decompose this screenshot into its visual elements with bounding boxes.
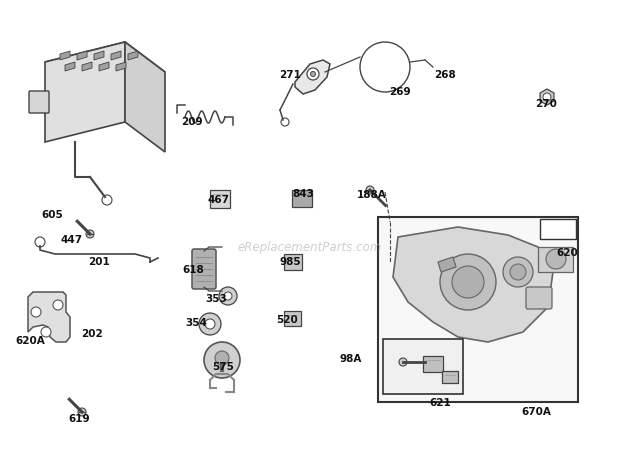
Text: 209: 209 — [182, 117, 203, 128]
Text: 269: 269 — [389, 87, 410, 97]
Polygon shape — [540, 89, 554, 105]
FancyBboxPatch shape — [423, 356, 443, 372]
FancyBboxPatch shape — [442, 371, 458, 383]
Text: 670A: 670A — [521, 407, 551, 417]
Text: 270: 270 — [534, 99, 557, 109]
Text: 605: 605 — [42, 210, 64, 220]
Circle shape — [215, 351, 229, 365]
Text: 618: 618 — [182, 265, 205, 275]
Circle shape — [102, 195, 112, 205]
Polygon shape — [65, 62, 75, 71]
FancyBboxPatch shape — [292, 189, 312, 207]
Circle shape — [41, 327, 51, 337]
Circle shape — [440, 254, 496, 310]
Circle shape — [86, 230, 94, 238]
Text: 621: 621 — [429, 398, 451, 408]
Circle shape — [281, 118, 289, 126]
Text: eReplacementParts.com: eReplacementParts.com — [238, 241, 382, 254]
Polygon shape — [82, 62, 92, 71]
Polygon shape — [128, 51, 138, 60]
Circle shape — [35, 237, 45, 247]
FancyBboxPatch shape — [284, 254, 302, 270]
Polygon shape — [125, 42, 165, 152]
Text: 271: 271 — [279, 70, 301, 80]
Polygon shape — [116, 62, 126, 71]
Circle shape — [510, 264, 526, 280]
Circle shape — [205, 319, 215, 329]
FancyBboxPatch shape — [283, 310, 301, 326]
Polygon shape — [45, 42, 125, 142]
Circle shape — [53, 300, 63, 310]
FancyBboxPatch shape — [29, 91, 49, 113]
Text: 354: 354 — [185, 318, 207, 328]
Text: 201: 201 — [88, 257, 110, 267]
Text: 985: 985 — [280, 257, 301, 267]
Polygon shape — [77, 51, 87, 60]
Circle shape — [224, 292, 232, 300]
FancyBboxPatch shape — [192, 249, 216, 289]
Text: 619: 619 — [69, 414, 90, 425]
Circle shape — [78, 408, 86, 416]
FancyBboxPatch shape — [210, 190, 230, 208]
Text: 843: 843 — [293, 189, 315, 199]
FancyBboxPatch shape — [526, 287, 552, 309]
Polygon shape — [393, 227, 553, 342]
Text: 268: 268 — [434, 70, 456, 80]
Circle shape — [452, 266, 484, 298]
Text: 620: 620 — [556, 248, 578, 258]
Text: 467: 467 — [207, 195, 229, 205]
Text: 202: 202 — [81, 328, 103, 339]
Polygon shape — [45, 42, 165, 92]
FancyBboxPatch shape — [383, 339, 463, 394]
Polygon shape — [538, 247, 573, 272]
Circle shape — [199, 313, 221, 335]
Polygon shape — [295, 60, 330, 94]
Polygon shape — [111, 51, 121, 60]
Circle shape — [503, 257, 533, 287]
Circle shape — [219, 287, 237, 305]
Polygon shape — [94, 51, 104, 60]
Polygon shape — [99, 62, 109, 71]
Text: 575: 575 — [212, 362, 234, 372]
Circle shape — [311, 72, 316, 77]
Text: 353: 353 — [205, 294, 227, 304]
Circle shape — [307, 68, 319, 80]
Circle shape — [399, 358, 407, 366]
Circle shape — [546, 249, 566, 269]
Polygon shape — [28, 292, 70, 342]
Text: 188A: 188A — [357, 190, 387, 200]
Circle shape — [204, 342, 240, 378]
Polygon shape — [438, 257, 456, 272]
Circle shape — [366, 186, 374, 194]
Circle shape — [543, 93, 551, 101]
FancyBboxPatch shape — [540, 219, 576, 239]
Text: 98A: 98A — [340, 354, 362, 365]
FancyBboxPatch shape — [378, 217, 578, 402]
Polygon shape — [60, 51, 70, 60]
Text: 620A: 620A — [15, 336, 45, 346]
Text: 520: 520 — [276, 315, 298, 325]
Text: 447: 447 — [60, 235, 82, 245]
Circle shape — [31, 307, 41, 317]
